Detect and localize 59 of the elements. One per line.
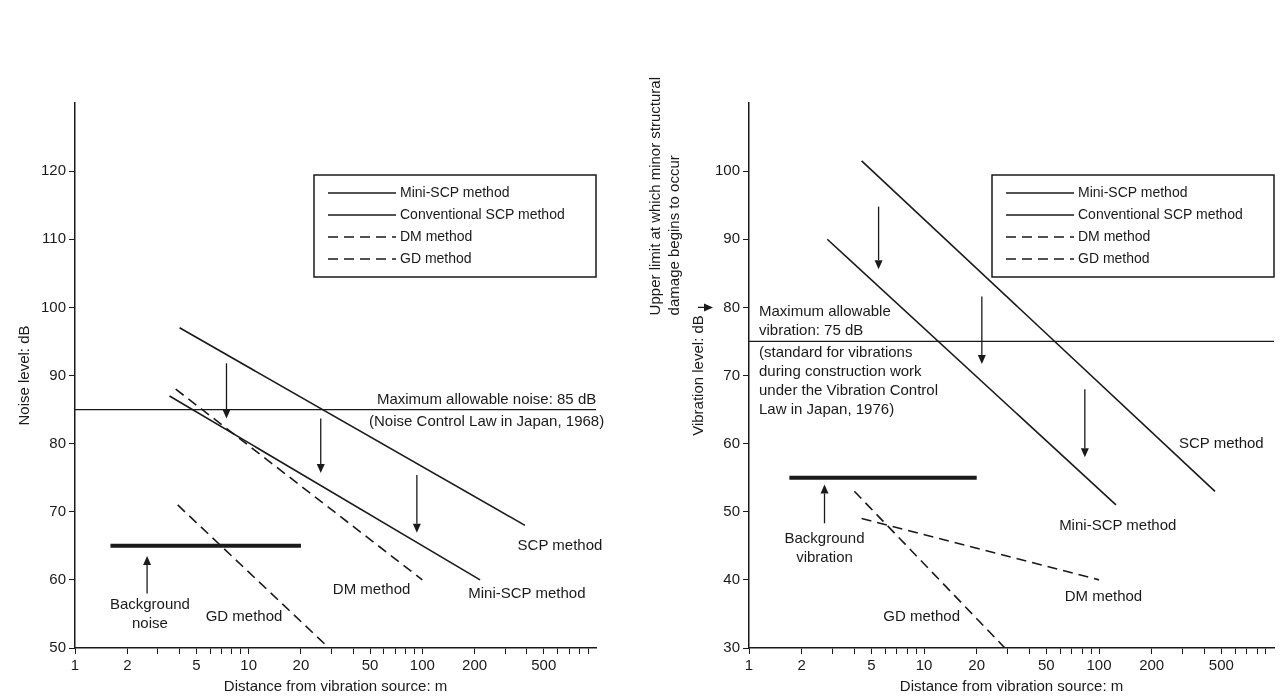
x-tick-label: 100	[1086, 656, 1112, 674]
annotation: DM method	[332, 580, 411, 598]
x-tick-label: 10	[915, 656, 933, 674]
x-tick-label: 2	[123, 656, 132, 674]
x-tick-label: 2	[797, 656, 806, 674]
x-tick-label: 50	[361, 656, 379, 674]
y-tick-label: 90	[723, 229, 741, 247]
x-tick-label: 5	[192, 656, 201, 674]
annotation: SCP method	[517, 535, 603, 553]
annotation: Mini-SCP method	[1059, 515, 1177, 533]
x-tick-label: 500	[1208, 656, 1234, 674]
x-axis-title: Distance from vibration source: m	[899, 677, 1124, 695]
y-tick-label: 80	[723, 297, 741, 315]
x-tick-label: 10	[240, 656, 258, 674]
x-tick-label: 1	[70, 656, 80, 674]
x-axis-title: Distance from vibration source: m	[223, 677, 448, 695]
x-tick-label: 50	[1037, 656, 1055, 674]
x-tick-label: 200	[462, 656, 488, 674]
y-tick-label: 60	[49, 570, 67, 588]
y-tick-label: 70	[49, 501, 67, 519]
y-tick-label: 60	[723, 433, 741, 451]
legend-label: Mini-SCP method	[1078, 183, 1188, 200]
legend-label: DM method	[400, 227, 473, 244]
text: Upper limit at which minor structural damage begins to occur	[646, 76, 683, 316]
legend-label: GD method	[1078, 249, 1150, 266]
y-tick-label: 80	[49, 433, 67, 451]
x-tick-label: 20	[292, 656, 310, 674]
y-tick-label: 50	[723, 501, 741, 519]
annotation: DM method	[1064, 587, 1143, 605]
x-tick-label: 200	[1139, 656, 1165, 674]
y-tick-label: 100	[41, 297, 67, 315]
y-tick-label: 70	[723, 365, 741, 383]
legend-label: GD method	[400, 249, 472, 266]
y-axis-title: Vibration level: dB	[689, 315, 707, 436]
annotation: GD method	[883, 606, 961, 624]
x-tick-label: 500	[531, 656, 557, 674]
annotation: GD method	[205, 606, 283, 624]
legend-label: DM method	[1078, 227, 1151, 244]
legend-label: Maximum allowable vibration: 75 dB (standard for vibrations during construction work under the Vibration Control Law in Japan, 1976)	[759, 302, 939, 418]
x-tick-label: 100	[409, 656, 435, 674]
y-tick-label: 110	[42, 229, 67, 247]
y-tick-label: 40	[723, 570, 741, 588]
ref-line-label: Maximum allowable noise: 85 dB (Noise Control Law in Japan, 1968)	[369, 389, 605, 429]
y-tick-label: 90	[49, 365, 67, 383]
annotation: SCP method	[1178, 433, 1264, 451]
annotation: Background noise	[109, 594, 190, 631]
y-tick-label: 100	[715, 161, 741, 179]
y-tick-label: 30	[723, 638, 741, 656]
legend-label: Conventional SCP method	[1078, 205, 1243, 222]
y-tick-label: 120	[41, 161, 67, 179]
x-tick-label: 20	[968, 656, 986, 674]
x-tick-label: 1	[744, 656, 754, 674]
y-axis-title: Noise level: dB	[15, 325, 33, 426]
legend-label: Mini-SCP method	[400, 183, 510, 200]
x-tick-label: 5	[867, 656, 876, 674]
legend-label: Conventional SCP method	[400, 205, 565, 222]
annotation: Mini-SCP method	[468, 583, 586, 601]
annotation: Background vibration	[784, 529, 865, 566]
y-tick-label: 50	[49, 638, 67, 656]
